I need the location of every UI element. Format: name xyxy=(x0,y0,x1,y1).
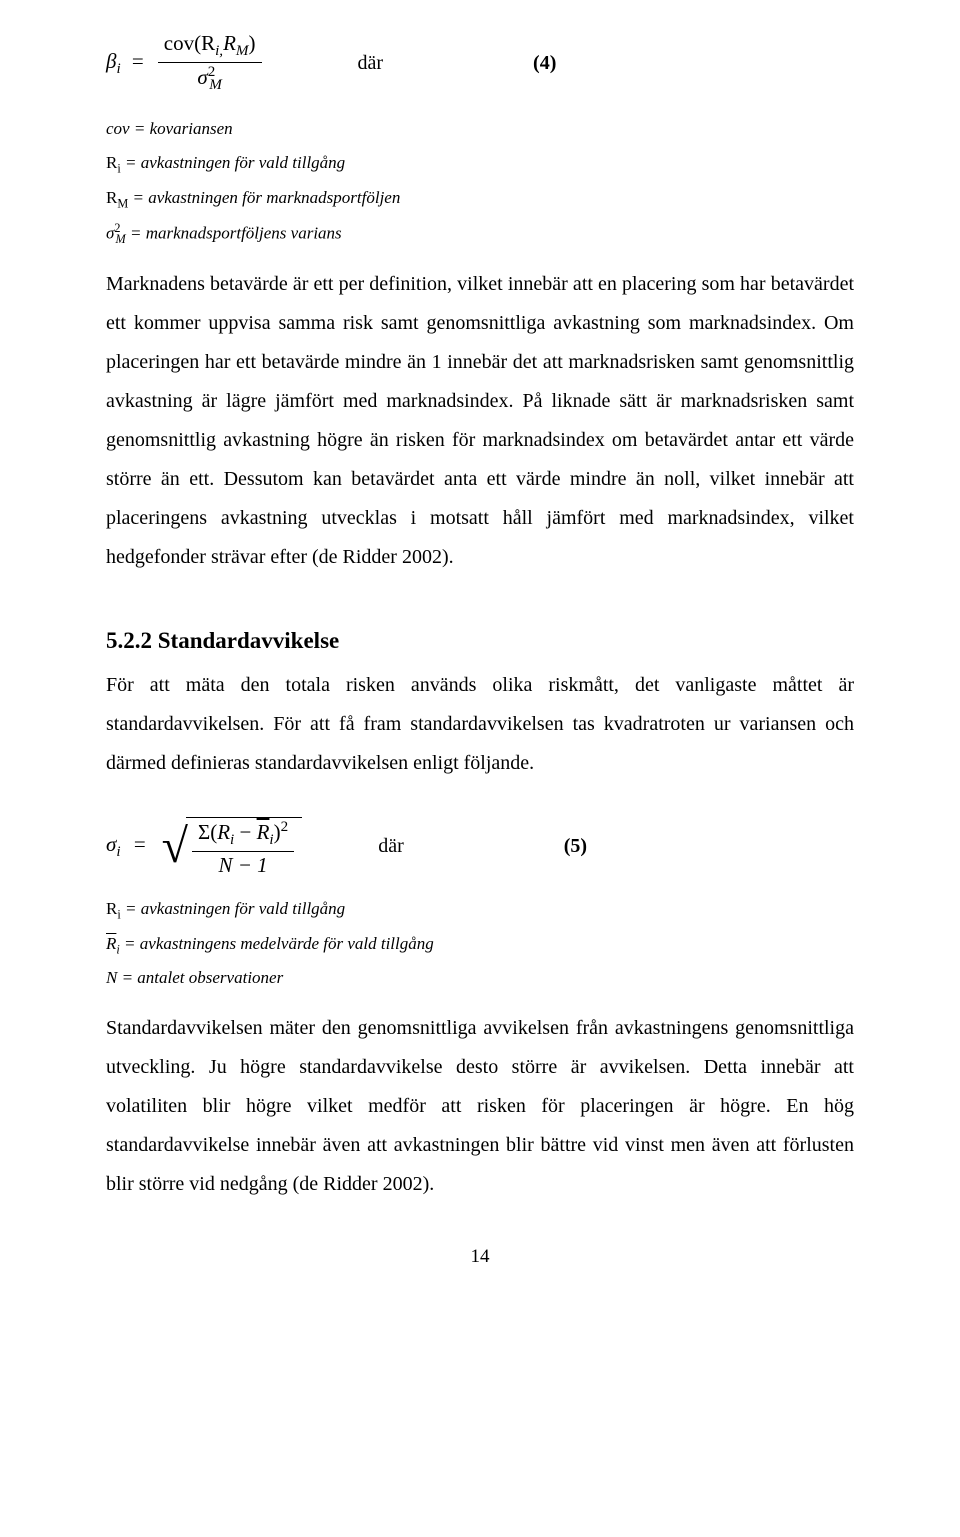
eq5-denominator: N − 1 xyxy=(213,854,274,876)
eq4-where: där xyxy=(358,46,384,81)
eq5-radicand: Σ(Ri − Ri)2 N − 1 xyxy=(186,817,302,876)
paragraph-1: Marknadens betavärde är ett per definiti… xyxy=(106,265,854,577)
eq5-fraction: Σ(Ri − Ri)2 N − 1 xyxy=(192,820,294,876)
def-cov: cov = kovariansen xyxy=(106,112,854,146)
equation-5: σi = √ Σ(Ri − Ri)2 N − 1 där (5) xyxy=(106,817,854,876)
eq4-lhs: βi = xyxy=(106,43,150,83)
radical-icon: √ xyxy=(162,823,188,882)
equals: = xyxy=(132,49,144,73)
definitions-eq4: cov = kovariansen Ri = avkastningen för … xyxy=(106,112,854,251)
eq4-numerator: cov(Ri,RM) xyxy=(158,32,262,60)
def5-Rbar: Ri = avkastningens medelvärde för vald t… xyxy=(106,927,854,962)
page: βi = cov(Ri,RM) σ2M där (4) cov = kovari… xyxy=(0,0,960,1298)
eq5-number: (5) xyxy=(564,829,587,864)
fraction-bar xyxy=(158,62,262,63)
eq5-lhs: σi = xyxy=(106,826,154,866)
def-sigma2M: σ2M = marknadsportföljens varians xyxy=(106,216,854,252)
definitions-eq5: Ri = avkastningen för vald tillgång Ri =… xyxy=(106,892,854,996)
paragraph-3: Standardavvikelsen mäter den genomsnittl… xyxy=(106,1009,854,1204)
beta-symbol: β xyxy=(106,49,116,73)
page-number: 14 xyxy=(106,1240,854,1273)
eq5-where: där xyxy=(378,829,404,864)
beta-sub: i xyxy=(116,61,120,77)
paragraph-2: För att mäta den totala risken används o… xyxy=(106,666,854,783)
def-Ri: Ri = avkastningen för vald tillgång xyxy=(106,146,854,181)
heading-5-2-2: 5.2.2 Standardavvikelse xyxy=(106,621,854,661)
eq4-denominator: σ2M xyxy=(191,65,228,94)
def5-N: N = antalet observationer xyxy=(106,961,854,995)
eq4-fraction: cov(Ri,RM) σ2M xyxy=(158,32,262,94)
eq4-number: (4) xyxy=(533,46,556,81)
equation-4: βi = cov(Ri,RM) σ2M där (4) xyxy=(106,32,854,94)
def5-Ri: Ri = avkastningen för vald tillgång xyxy=(106,892,854,927)
eq5-numerator: Σ(Ri − Ri)2 xyxy=(192,820,294,849)
eq5-sqrt: √ Σ(Ri − Ri)2 N − 1 xyxy=(162,817,303,876)
def-RM: RM = avkastningen för marknadsportföljen xyxy=(106,181,854,216)
